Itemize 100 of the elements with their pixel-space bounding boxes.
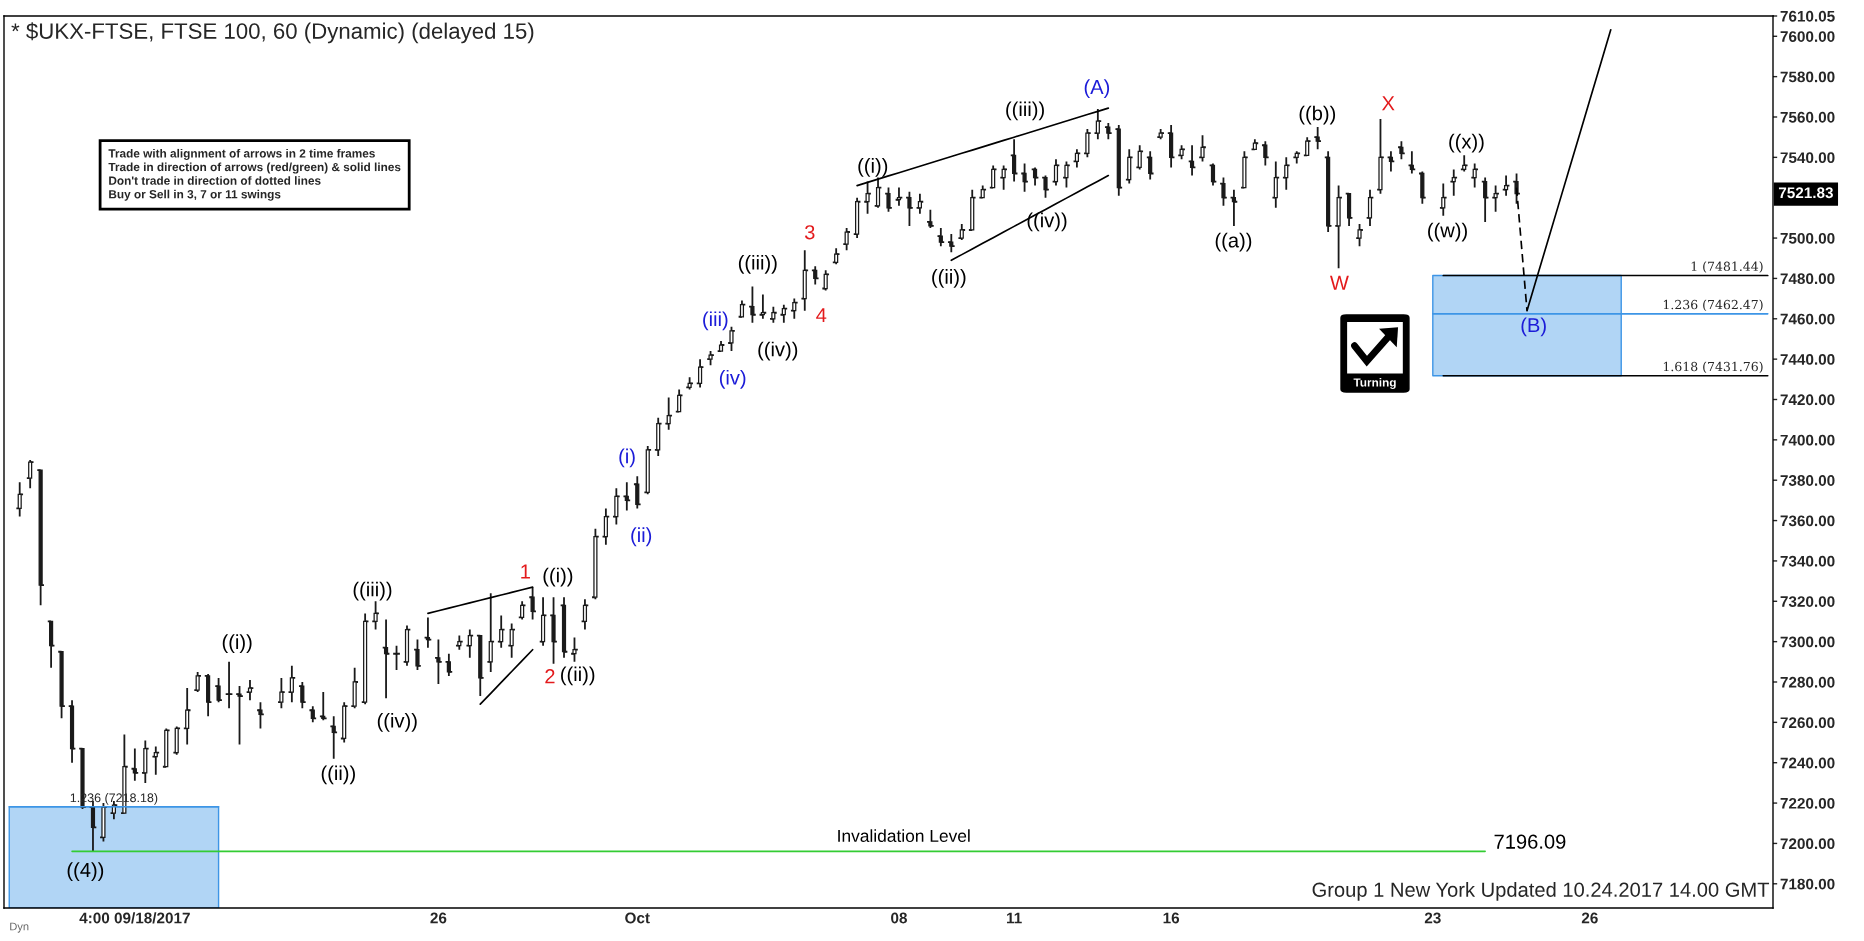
annotation: ((i)) <box>858 158 888 177</box>
annotation: ((iv)) <box>1027 212 1067 232</box>
y-tick-label: 7180.00 <box>1780 878 1835 890</box>
annotation: 1 <box>521 564 530 579</box>
candlestick <box>949 233 954 254</box>
x-tick-label: 16 <box>1163 912 1180 924</box>
candlestick <box>352 666 357 710</box>
candlestick <box>886 186 891 213</box>
candlestick <box>1043 174 1048 199</box>
y-tick-label: 7580.00 <box>1780 71 1835 83</box>
candlestick <box>1263 140 1268 167</box>
y-tick-label: 7380.00 <box>1780 475 1835 486</box>
y-tick-label: 7420.00 <box>1780 394 1835 406</box>
candlestick <box>478 634 483 698</box>
candlestick <box>38 469 43 607</box>
x-tick-label: 26 <box>1581 912 1598 924</box>
y-tick-label: 7360.00 <box>1780 515 1835 527</box>
candlestick <box>1064 160 1069 189</box>
y-tick-label: 7610.05 <box>1780 10 1835 22</box>
candlestick <box>687 376 692 391</box>
y-tick-label: 7280.00 <box>1780 676 1835 688</box>
y-tick-label: 7440.00 <box>1780 354 1835 365</box>
candlestick <box>561 596 567 659</box>
candlestick <box>1231 188 1237 227</box>
annotation: Invalidation Level <box>838 829 970 843</box>
annotation: 3 <box>804 225 815 240</box>
y-tick-label: 7240.00 <box>1780 757 1835 769</box>
candlestick <box>488 592 493 673</box>
x-tick-label: Oct <box>625 912 650 924</box>
y-tick-label: 7340.00 <box>1780 555 1835 567</box>
candlestick <box>1346 192 1352 227</box>
candlestick <box>101 802 106 843</box>
annotation: (iii) <box>703 311 728 331</box>
x-tick-label: 4:00 09/18/2017 <box>79 912 190 924</box>
candlestick <box>697 358 703 389</box>
candlestick <box>739 299 745 318</box>
annotation: (A) <box>1084 79 1110 99</box>
candlestick <box>436 638 441 685</box>
candlestick <box>17 481 22 518</box>
candlestick <box>582 598 588 631</box>
chart-title: * $UKX-FTSE, FTSE 100, 60 (Dynamic) (delayed 15) <box>11 22 534 44</box>
annotation: (iv) <box>719 369 746 389</box>
y-tick-label: 7200.00 <box>1780 838 1835 850</box>
candlestick <box>457 634 462 651</box>
candlestick <box>530 586 535 621</box>
candlestick <box>1451 168 1456 197</box>
candlestick <box>1137 144 1142 171</box>
candlestick <box>666 396 671 431</box>
candlestick <box>1367 188 1373 227</box>
annotation: ((w)) <box>1428 222 1467 242</box>
x-tick-label: 08 <box>891 912 907 924</box>
candlestick <box>980 184 985 199</box>
series-label: 1.236 (7462.47) <box>1663 299 1763 312</box>
y-tick-label: 7600.00 <box>1780 31 1835 42</box>
candlestick <box>59 650 64 720</box>
candlestick <box>247 679 253 702</box>
candlestick <box>1022 162 1027 193</box>
annotation: ((i)) <box>222 634 252 654</box>
annotation: Trade with alignment of arrows in 2 time frames Trade in direction of arrows (red/green) & solid lines Don't trade in direction of dotted lines Buy or Sell in 3, 7 or 11 swings <box>108 148 401 201</box>
candlestick <box>771 305 776 324</box>
candlestick <box>1336 184 1341 270</box>
annotation: ((iii)) <box>353 581 392 601</box>
candlestick <box>279 677 284 710</box>
y-tick-label: 7560.00 <box>1780 111 1835 123</box>
candlestick <box>1399 140 1404 161</box>
candlestick <box>1210 162 1216 187</box>
annotation: 7196.09 <box>1494 834 1566 849</box>
candlestick <box>195 671 200 693</box>
x-tick-label: 23 <box>1424 912 1441 924</box>
annotation: 2 <box>545 669 555 684</box>
candlestick <box>383 618 389 700</box>
candlestick <box>635 475 640 510</box>
annotation: ((iii)) <box>1006 101 1044 121</box>
candlestick <box>614 487 619 526</box>
annotation: ((4)) <box>67 862 104 882</box>
candlestick <box>1294 150 1299 165</box>
candlestick <box>1074 148 1080 169</box>
candlestick <box>844 227 849 252</box>
y-tick-label: 7500.00 <box>1780 232 1835 244</box>
y-tick-label: 7400.00 <box>1780 434 1835 446</box>
candlestick <box>1106 122 1111 141</box>
candlestick <box>404 624 410 667</box>
candlestick <box>258 701 263 730</box>
candlestick <box>331 715 336 760</box>
annotation: (ii) <box>631 527 652 547</box>
candlestick <box>572 636 577 663</box>
candlestick <box>509 622 514 659</box>
annotation: ((i)) <box>543 567 573 587</box>
candlestick <box>708 350 713 367</box>
annotation: (i) <box>619 448 635 468</box>
candlestick <box>1085 128 1090 159</box>
candlestick <box>823 269 828 292</box>
annotation: ((iv)) <box>758 341 798 361</box>
candlestick <box>373 600 378 631</box>
candlestick <box>1242 150 1247 189</box>
candlestick <box>1032 166 1038 187</box>
candlestick <box>1315 126 1320 151</box>
annotation: 4 <box>816 308 827 322</box>
annotation: ((x)) <box>1449 133 1484 153</box>
candlestick <box>69 699 75 764</box>
